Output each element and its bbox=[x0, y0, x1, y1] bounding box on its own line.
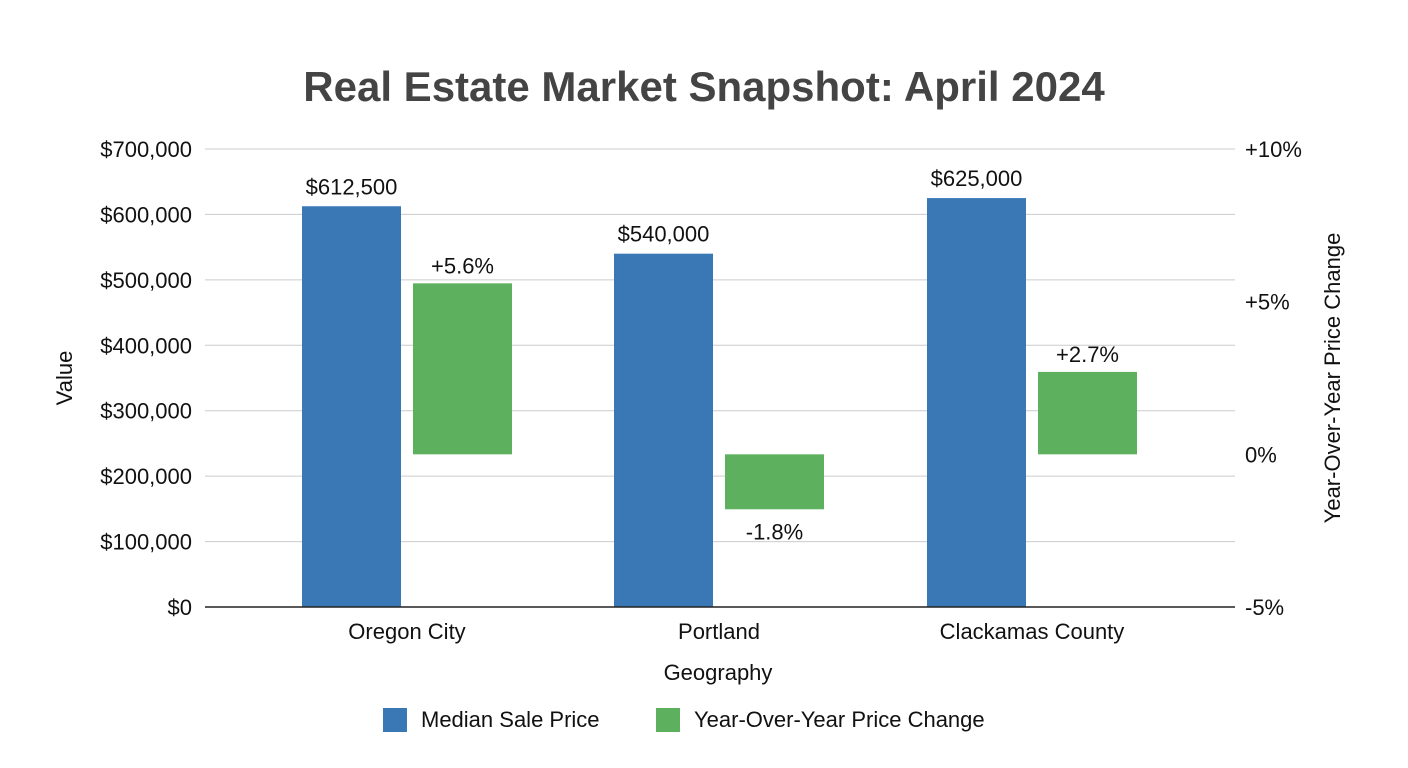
y2-axis-title: Year-Over-Year Price Change bbox=[1320, 233, 1345, 524]
y-tick-label: $700,000 bbox=[100, 137, 192, 162]
y2-tick-label: +10% bbox=[1245, 137, 1302, 162]
bar-median-sale-price bbox=[927, 198, 1026, 608]
data-label-yoy-price-change: +2.7% bbox=[1056, 342, 1119, 367]
chart-title: Real Estate Market Snapshot: April 2024 bbox=[303, 63, 1105, 110]
bar-median-sale-price bbox=[302, 206, 401, 607]
legend-swatch-yoy-price-change bbox=[656, 708, 680, 732]
y-tick-label: $500,000 bbox=[100, 268, 192, 293]
data-label-yoy-price-change: +5.6% bbox=[431, 253, 494, 278]
y2-axis-ticks: -5% 0% +5% +10% bbox=[1245, 137, 1302, 620]
data-label-median-sale-price: $540,000 bbox=[618, 222, 710, 247]
data-label-yoy-price-change: -1.8% bbox=[746, 519, 803, 544]
x-tick-label: Oregon City bbox=[348, 619, 465, 644]
legend: Median Sale Price Year-Over-Year Price Ch… bbox=[383, 707, 985, 732]
bar-yoy-price-change bbox=[725, 454, 824, 510]
y-axis-ticks: $0 $100,000 $200,000 $300,000 $400,000 $500,0… bbox=[100, 137, 192, 620]
bar-yoy-price-change bbox=[1038, 371, 1137, 455]
y2-tick-label: +5% bbox=[1245, 290, 1290, 315]
x-axis-ticks: Oregon City Portland Clackamas County bbox=[348, 619, 1124, 644]
bars bbox=[302, 198, 1137, 608]
y-tick-label: $100,000 bbox=[100, 530, 192, 555]
legend-label-median-sale-price: Median Sale Price bbox=[421, 707, 600, 732]
y-tick-label: $400,000 bbox=[100, 333, 192, 358]
y-axis-title: Value bbox=[52, 351, 77, 406]
legend-label-yoy-price-change: Year-Over-Year Price Change bbox=[694, 707, 985, 732]
x-tick-label: Portland bbox=[678, 619, 760, 644]
bar-median-sale-price bbox=[614, 253, 713, 607]
data-label-median-sale-price: $625,000 bbox=[931, 166, 1023, 191]
data-labels: $612,500 +5.6% $540,000 -1.8% $625,000 +2.7% bbox=[306, 166, 1119, 544]
y-tick-label: $0 bbox=[168, 595, 192, 620]
bar-yoy-price-change bbox=[413, 283, 512, 455]
y-tick-label: $600,000 bbox=[100, 202, 192, 227]
x-tick-label: Clackamas County bbox=[940, 619, 1125, 644]
y2-tick-label: -5% bbox=[1245, 595, 1284, 620]
data-label-median-sale-price: $612,500 bbox=[306, 174, 398, 199]
y-tick-label: $300,000 bbox=[100, 399, 192, 424]
y2-tick-label: 0% bbox=[1245, 442, 1277, 467]
x-axis-title: Geography bbox=[664, 660, 773, 685]
legend-swatch-median-sale-price bbox=[383, 708, 407, 732]
y-tick-label: $200,000 bbox=[100, 464, 192, 489]
